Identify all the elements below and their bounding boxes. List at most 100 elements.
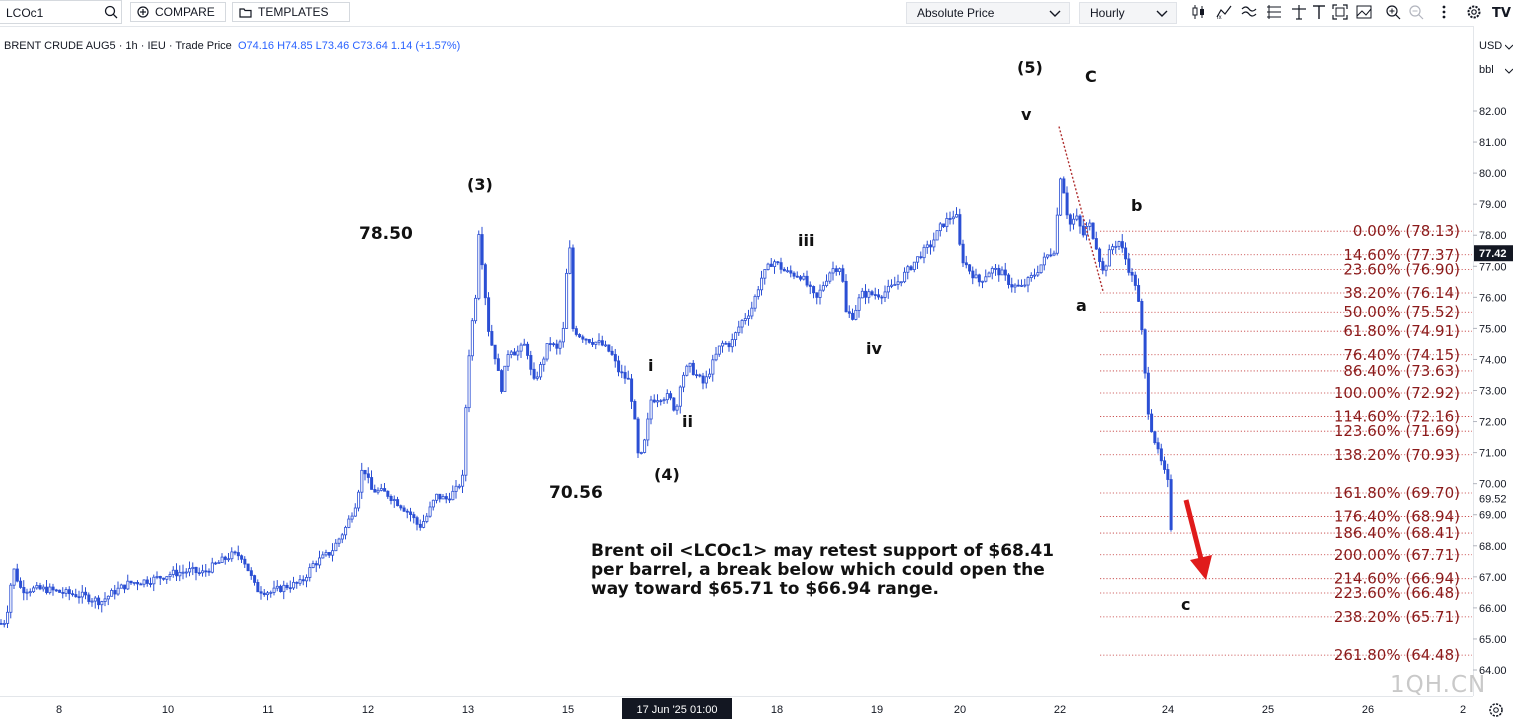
- fib-label: 186.40% (68.41): [1334, 524, 1460, 542]
- candle-body: [779, 262, 783, 270]
- price-chart[interactable]: 0.00% (78.13) 14.60% (77.37)23.60% (76.90…: [0, 26, 1473, 696]
- candle-body: [1159, 448, 1163, 462]
- candles-icon[interactable]: [1191, 4, 1207, 20]
- candle-body: [48, 586, 52, 594]
- candle-body: [487, 297, 491, 332]
- candle-body: [379, 488, 383, 491]
- time-tick-label: 18: [771, 704, 783, 716]
- candle-body: [1107, 249, 1111, 267]
- candle-body: [201, 570, 205, 574]
- wave-trendline: [1058, 126, 1104, 292]
- price-type-select[interactable]: Absolute Price: [906, 2, 1070, 24]
- candle-body: [617, 360, 621, 373]
- time-tick-label: 19: [871, 704, 883, 716]
- forecast-arrow: [1183, 499, 1212, 580]
- candle-body: [578, 334, 582, 338]
- templates-button[interactable]: TEMPLATES: [232, 2, 350, 22]
- candle-body: [54, 589, 58, 592]
- candle-body: [1130, 271, 1134, 276]
- more-options-icon[interactable]: [1436, 4, 1452, 20]
- settings-gear-icon[interactable]: [1466, 4, 1482, 20]
- candle-body: [1049, 254, 1053, 257]
- indicators-icon[interactable]: fx: [1216, 4, 1232, 20]
- image-icon[interactable]: [1356, 4, 1372, 20]
- top-toolbar: LCOc1 COMPARE TEMPLATES Absolute Price H…: [0, 0, 1513, 27]
- price-axis[interactable]: [1473, 26, 1513, 696]
- studies-icon[interactable]: [1241, 4, 1257, 20]
- zoom-out-icon[interactable]: [1408, 4, 1424, 20]
- candle-body: [1010, 284, 1014, 288]
- candle-body: [191, 566, 195, 570]
- price-tick-label: 64.00: [1479, 665, 1507, 677]
- candle-body: [119, 584, 123, 589]
- lines-icon[interactable]: [1266, 4, 1282, 20]
- candle-body: [1104, 265, 1108, 271]
- candle-body: [812, 286, 816, 294]
- candle-body: [669, 393, 673, 399]
- candle-body: [314, 563, 318, 566]
- candle-body: [591, 342, 595, 345]
- candle-body: [324, 552, 328, 556]
- candle-body: [760, 277, 764, 291]
- candle-body: [288, 587, 292, 590]
- fib-label: 86.40% (73.63): [1343, 362, 1460, 380]
- candle-body: [223, 556, 227, 560]
- crosshair-icon[interactable]: [1291, 4, 1307, 20]
- candle-body: [295, 581, 299, 584]
- candle-body: [880, 296, 884, 299]
- candle-body: [532, 368, 536, 379]
- candle-body: [77, 596, 81, 599]
- tradingview-logo-text: TV: [1492, 6, 1511, 20]
- candle-body: [555, 343, 559, 349]
- zoom-in-icon[interactable]: [1385, 4, 1401, 20]
- symbol-search-box[interactable]: LCOc1: [0, 0, 122, 24]
- candle-body: [110, 590, 114, 597]
- candle-body: [945, 218, 949, 228]
- price-axis-ticks: 82.00 81.00 80.00 79.00 78.00 77.00 76.00 75.00…: [1473, 106, 1513, 677]
- templates-label: TEMPLATES: [258, 5, 329, 19]
- candle-body: [363, 469, 367, 475]
- currency-label[interactable]: USD: [1479, 40, 1503, 52]
- instrument-name: BRENT CRUDE AUG5 · 1h · IEU · Trade Pric…: [4, 40, 232, 52]
- fib-label: 100.00% (72.92): [1334, 384, 1460, 402]
- candle-body: [997, 267, 1001, 276]
- interval-select[interactable]: Hourly: [1079, 2, 1177, 24]
- wave-label-c: c: [1181, 595, 1191, 614]
- candle-body: [467, 355, 471, 409]
- candle-body: [45, 586, 49, 594]
- search-icon[interactable]: [104, 5, 118, 19]
- candle-body: [409, 511, 413, 515]
- candle-body: [821, 285, 825, 291]
- time-axis[interactable]: [0, 696, 1473, 724]
- price-tick-label: 82.00: [1479, 106, 1507, 118]
- candle-body: [844, 280, 848, 313]
- wave-label-4: (4): [654, 465, 680, 484]
- candle-body: [266, 592, 270, 596]
- candle-body: [639, 452, 643, 454]
- fullscreen-icon[interactable]: [1332, 4, 1348, 20]
- candle-body: [389, 496, 393, 501]
- symbol-input[interactable]: LCOc1: [6, 6, 44, 20]
- time-tick-label: 26: [1362, 704, 1374, 716]
- time-cursor-label: 17 Jun '25 01:00: [636, 704, 717, 716]
- candle-body: [116, 587, 120, 595]
- candle-body: [597, 340, 601, 343]
- compare-button[interactable]: COMPARE: [130, 2, 226, 22]
- text-tool-icon[interactable]: [1311, 4, 1327, 20]
- candle-body: [1137, 285, 1141, 302]
- price-tick-label: 67.00: [1479, 572, 1507, 584]
- time-tick-label: 10: [162, 704, 174, 716]
- candle-body: [906, 266, 910, 273]
- candle-body: [734, 332, 738, 340]
- candle-body: [1120, 241, 1124, 249]
- fib-label: 114.60% (72.16): [1334, 408, 1460, 426]
- candle-body: [214, 562, 218, 565]
- price-tick-label: 68.00: [1479, 541, 1507, 553]
- candle-body: [217, 562, 221, 564]
- candle-body: [847, 311, 851, 314]
- unit-label[interactable]: bbl: [1479, 64, 1494, 76]
- candle-body: [175, 569, 179, 577]
- candle-body: [2, 622, 6, 625]
- wave-label-C: C: [1085, 67, 1097, 86]
- chart-settings-icon[interactable]: [1488, 702, 1504, 718]
